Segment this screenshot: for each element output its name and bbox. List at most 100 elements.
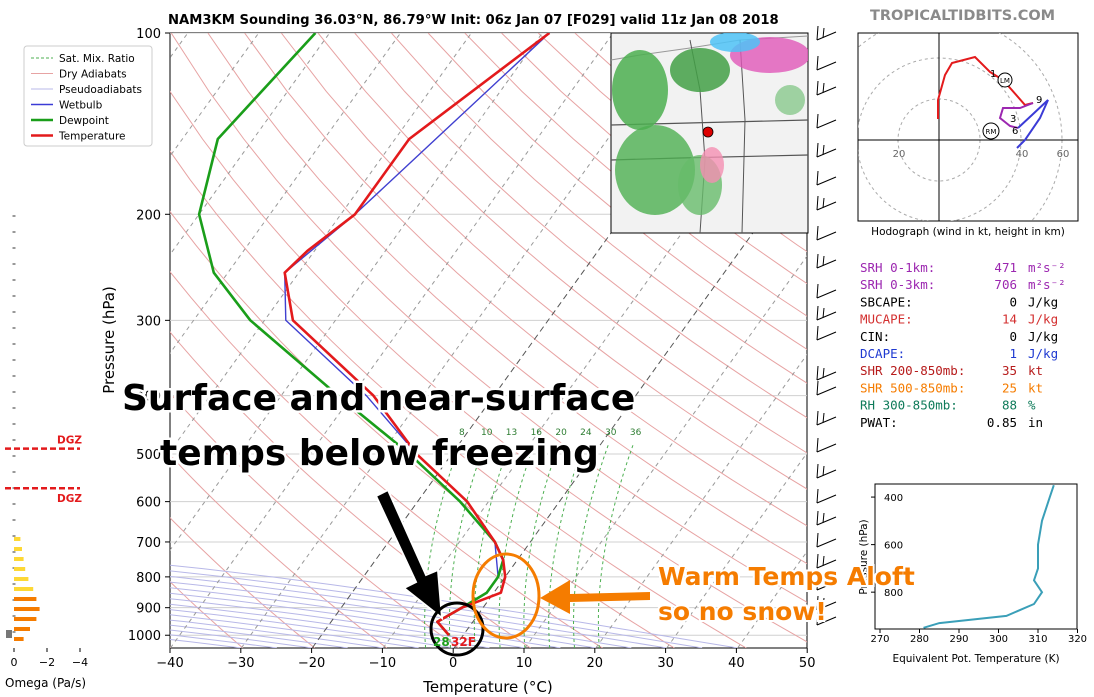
annotation-surface-line2: temps below freezing — [160, 433, 599, 474]
param-unit: J/kg — [1028, 294, 1058, 309]
param-label: SRH 0-1km: — [860, 260, 935, 275]
wind-barb-flag — [816, 595, 819, 611]
wind-barb-flag — [822, 144, 825, 156]
param-value: 0 — [1009, 329, 1017, 344]
param-value: 0 — [1009, 294, 1017, 309]
dry-adiabat-line — [170, 33, 807, 603]
skewt-xlabel: Temperature (°C) — [422, 678, 552, 696]
wind-barb-staff — [816, 416, 837, 426]
omega-bar — [14, 547, 22, 551]
mixing-ratio-line — [523, 443, 560, 648]
mixing-ratio-line — [548, 443, 585, 648]
skewt-profiles — [197, 33, 551, 637]
hodograph: 20 40 60 1 3 6 9 LM RM Hodograph (wind i… — [857, 32, 1079, 238]
hodo-ring-label-20: 20 — [893, 149, 906, 160]
omega-bar — [14, 637, 24, 641]
dry-adiabat-line — [391, 33, 807, 384]
surface-dewpoint-label: 28 — [433, 635, 450, 649]
wind-barb-flag — [822, 555, 825, 567]
sounding-parameters: SRH 0-1km: 471 m²s⁻² SRH 0-3km: 706 m²s⁻² SBCA… — [860, 260, 1066, 430]
wind-barb-flag — [816, 575, 819, 591]
chart-title: NAM3KM Sounding 36.03°N, 86.79°W Init: 0… — [168, 13, 779, 28]
param-value: 0.85 — [987, 415, 1017, 430]
mixing-ratio-label: 30 — [605, 428, 617, 438]
profile-dewpoint — [197, 33, 505, 637]
mixing-ratio-label: 36 — [630, 428, 642, 438]
param-label: SBCAPE: — [860, 294, 913, 309]
hodo-height-9: 9 — [1036, 95, 1042, 106]
param-unit: % — [1028, 398, 1036, 413]
theta-x-tick-label: 320 — [1068, 634, 1087, 645]
watermark: TROPICALTIDBITS.COM — [870, 8, 1055, 24]
theta-x-tick-label: 280 — [910, 634, 929, 645]
x-tick-label: 50 — [799, 656, 816, 671]
wind-barb-staff — [816, 601, 837, 611]
wind-barb-staff — [816, 386, 837, 396]
wind-barb-flag — [816, 532, 819, 548]
wind-barbs — [816, 25, 837, 626]
param-value: 14 — [1002, 312, 1017, 327]
wind-barb-staff — [816, 516, 837, 526]
param-label: SHR 200-850mb: — [860, 363, 965, 378]
param-value: 471 — [994, 260, 1017, 275]
isotherm-line — [382, 58, 807, 648]
param-value: 1 — [1009, 346, 1017, 361]
param-label: MUCAPE: — [860, 312, 913, 327]
wind-barb-staff — [816, 469, 837, 479]
dry-adiabat-line — [170, 517, 316, 648]
pseudoadiabat-line — [170, 609, 455, 648]
isotherm-line — [240, 33, 685, 648]
wind-barb-flag — [822, 27, 825, 39]
mixing-ratio-label: 24 — [580, 428, 592, 438]
omega-bar — [14, 617, 37, 621]
hodo-marker-lm: LM — [1000, 77, 1010, 85]
theta-y-tick-label: 800 — [884, 588, 903, 599]
theta-y-tick-label: 400 — [884, 493, 903, 504]
param-label: PWAT: — [860, 415, 898, 430]
wind-barb-staff — [816, 176, 837, 186]
y-tick-label: 900 — [136, 602, 161, 617]
isotherm-line — [170, 33, 614, 648]
wind-barb-flag — [816, 610, 819, 626]
dry-adiabat-line — [170, 210, 675, 648]
isotherm-line — [170, 33, 543, 551]
dry-adiabat-line — [464, 33, 807, 317]
pseudoadiabat-line — [170, 624, 348, 648]
theta-x-tick-label: 300 — [989, 634, 1008, 645]
y-tick-label: 700 — [136, 536, 161, 551]
dry-adiabat-line — [354, 33, 807, 419]
wind-barb-flag — [816, 553, 819, 569]
x-tick-label: 10 — [516, 656, 533, 671]
hodo-height-3: 3 — [1010, 114, 1016, 125]
wind-barb-flag — [822, 367, 825, 379]
wind-barb-staff — [816, 31, 837, 41]
wind-barb-flag — [816, 142, 819, 158]
wind-barb-flag — [822, 512, 825, 524]
param-label: RH 300-850mb: — [860, 398, 958, 413]
wind-barb-flag — [822, 82, 825, 94]
wind-barb-staff — [816, 119, 837, 129]
pseudoadiabat-line — [170, 598, 525, 648]
wind-barb-staff — [816, 331, 837, 341]
mixing-ratio-line — [449, 443, 486, 648]
mixing-ratio-label: 20 — [555, 428, 567, 438]
pseudoadiabat-line — [170, 634, 277, 648]
wind-barb-flag — [822, 255, 825, 267]
skewt-axes: −40 −30 −20 −10 0 10 20 30 40 50 100 200 300 400 500 60… — [128, 27, 816, 671]
hodograph-trace-0-3km — [937, 55, 1034, 119]
param-unit: J/kg — [1028, 329, 1058, 344]
wind-barb-staff — [816, 494, 837, 504]
x-tick-label: 20 — [587, 656, 604, 671]
omega-x-tick-label: 0 — [11, 656, 18, 669]
theta-e-inset: 270 280 290 300 310 320 400 600 800 Equivalent P… — [858, 483, 1087, 665]
y-tick-label: 500 — [136, 448, 161, 463]
legend-label: Dry Adiabats — [59, 69, 127, 81]
hodo-ring-label-60: 60 — [1057, 149, 1070, 160]
wind-barb-flag — [816, 170, 819, 186]
dry-adiabat-line — [170, 454, 388, 648]
wind-barb-staff — [816, 616, 837, 626]
pseudoadiabat-line — [170, 581, 632, 648]
param-value: 706 — [994, 277, 1017, 292]
param-unit: in — [1028, 415, 1043, 430]
